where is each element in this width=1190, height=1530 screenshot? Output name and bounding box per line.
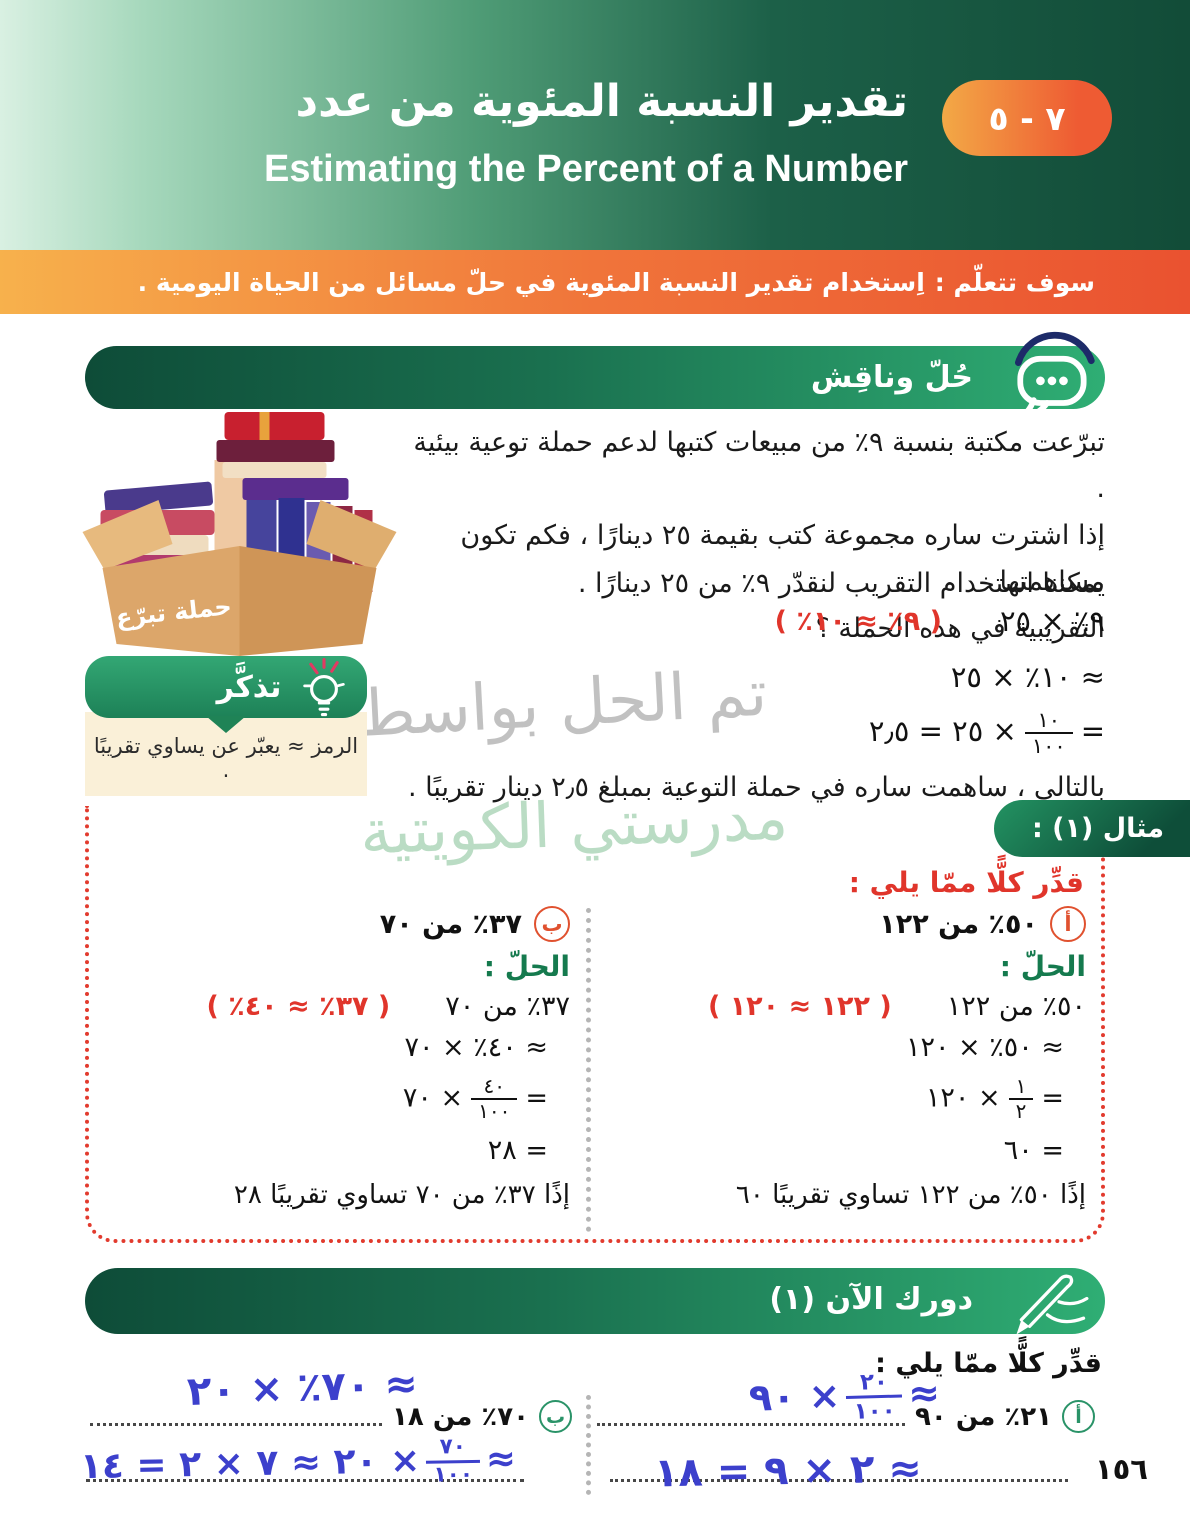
example-part-a: أ ٥٠٪ من ١٢٢ الحلّ : ٥٠٪ من ١٢٢ ( ١٢٢ ≈ …	[608, 906, 1086, 1210]
remember-title: تذكَّر	[216, 669, 282, 705]
part-b-problem-row: ب ٣٧٪ من ٧٠	[100, 906, 570, 942]
problem-paragraph: تبرّعت مكتبة بنسبة ٩٪ من مبيعات كتبها لد…	[405, 420, 1105, 652]
your-turn-part-a-row: أ ٢١٪ من ٩٠	[597, 1400, 1095, 1433]
part-a-label: أ	[1050, 906, 1086, 942]
your-turn-title: دورك الآن (١)	[769, 1282, 973, 1317]
part-b-step-2: ≈ ٤٠٪ × ٧٠	[404, 1032, 548, 1063]
part-b-rounding-note: ( ٣٧٪ ≈ ٤٠٪ )	[206, 991, 391, 1022]
problem-line-1: تبرّعت مكتبة بنسبة ٩٪ من مبيعات كتبها لد…	[413, 427, 1105, 505]
lesson-title-arabic: تقدير النسبة المئوية من عدد	[295, 76, 909, 127]
equation-3-rest: × ٢٥ = ٢٫٥	[868, 714, 1017, 749]
example-box	[85, 806, 1105, 1243]
problem-line-2: إذا اشترت ساره مجموعة كتب بقيمة ٢٥ دينار…	[460, 519, 1105, 598]
example-column-divider	[586, 908, 591, 1232]
your-turn-b-problem: ٧٠٪ من ١٨	[392, 1401, 529, 1432]
objective-label: سوف تتعلّم :	[934, 267, 1095, 297]
remember-header: تذكَّر	[85, 656, 367, 733]
handwritten-answer-a2: ≈ ٢ × ٩ = ١٨	[653, 1445, 923, 1497]
remember-notch	[206, 716, 246, 733]
answer-line[interactable]	[597, 1423, 906, 1426]
rounding-note-1: ( ٩٪ ≈ ١٠٪ )	[774, 605, 942, 637]
handwritten-fraction-20-100: ٢٠ ١٠٠	[846, 1368, 903, 1426]
answer-line[interactable]	[610, 1456, 1068, 1482]
example-part-b: ب ٣٧٪ من ٧٠ الحلّ : ٣٧٪ من ٧٠ ( ٣٧٪ ≈ ٤٠…	[100, 906, 570, 1210]
approach-line: يمكننا استخدام التقريب لنقدّر ٩٪ من ٢٥ د…	[577, 568, 1105, 599]
part-b-conclusion: إذًا ٣٧٪ من ٧٠ تساوي تقريبًا ٢٨	[233, 1180, 570, 1210]
fraction-10-100: ١٠ ١٠٠	[1024, 708, 1073, 758]
your-turn-a-label: أ	[1062, 1400, 1095, 1433]
part-b-step-1: ٣٧٪ من ٧٠ ( ٣٧٪ ≈ ٤٠٪ )	[206, 991, 570, 1022]
handwritten-answer-b1: ≈ ٧٠٪ × ٢٠	[186, 1360, 419, 1416]
part-a-problem-row: أ ٥٠٪ من ١٢٢	[608, 906, 1086, 942]
equation-2: ≈ ١٠٪ × ٢٥	[950, 660, 1105, 694]
lesson-number-badge: ٧ - ٥	[942, 80, 1112, 156]
your-turn-instruction: قدِّر كلًّا ممّا يلي :	[875, 1348, 1102, 1379]
learning-objective-bar: سوف تتعلّم : اِستخدام تقدير النسبة المئو…	[0, 250, 1190, 314]
example-instruction: قدِّر كلًّا ممّا يلي :	[848, 866, 1084, 899]
part-a-problem: ٥٠٪ من ١٢٢	[879, 908, 1038, 940]
part-a-rounding-note: ( ١٢٢ ≈ ١٢٠ )	[707, 991, 892, 1022]
equation-line-2: ≈ ١٠٪ × ٢٥	[951, 660, 1105, 694]
equation-line-1: ٩٪ × ٢٥ ( ٩٪ ≈ ١٠٪ )	[775, 604, 1105, 638]
part-a-solution-label: الحلّ :	[999, 950, 1086, 983]
equation-1: ٩٪ × ٢٥	[999, 604, 1105, 638]
part-b-step-4: = ٢٨	[487, 1135, 548, 1166]
part-b-problem: ٣٧٪ من ٧٠	[379, 908, 522, 940]
page-number: ١٥٦	[1094, 1452, 1148, 1486]
handwritten-fraction-70-100: ٧٠ ١٠٠	[426, 1434, 481, 1489]
example-badge: مثال (١) :	[994, 800, 1190, 857]
solve-discuss-section-bar: حُلّ وناقِش	[85, 331, 1105, 423]
objective-text: اِستخدام تقدير النسبة المئوية في حلّ مسا…	[137, 267, 925, 297]
part-a-step-3: = ١ ٢ × ١٢٠	[925, 1074, 1064, 1123]
problem-line-3: التقريبية في هذه الحملة ؟	[815, 612, 1105, 644]
equals-sign: =	[1080, 714, 1105, 749]
your-turn-part-b-row: ب ٧٠٪ من ١٨	[90, 1400, 572, 1433]
part-b-solution-label: الحلّ :	[483, 950, 570, 983]
lesson-title-english: Estimating the Percent of a Number	[263, 148, 908, 190]
lesson-header: ٧ - ٥ تقدير النسبة المئوية من عدد Estima…	[0, 0, 1190, 250]
donation-box-illustration: حملة تبرّع	[72, 398, 407, 660]
lightbulb-icon	[295, 658, 353, 724]
part-b-label: ب	[534, 906, 570, 942]
handwritten-answer-a1: ≈٢٠ ١٠٠ × ٩٠	[748, 1368, 941, 1426]
part-a-step-1: ٥٠٪ من ١٢٢ ( ١٢٢ ≈ ١٢٠ )	[707, 991, 1086, 1022]
your-turn-b-label: ب	[539, 1400, 572, 1433]
fraction-40-100: ٤٠ ١٠٠	[471, 1075, 518, 1123]
watermark-solved-by: تم الحل بواسطة	[328, 656, 769, 754]
answer-line[interactable]	[90, 1423, 383, 1426]
your-turn-a-problem: ٢١٪ من ٩٠	[915, 1401, 1052, 1432]
your-turn-column-divider	[586, 1395, 591, 1495]
part-a-step-4: = ٦٠	[1003, 1135, 1064, 1166]
handwritten-answer-b2: ≈٧٠ ١٠٠ × ٢٠ ≈ ٧ × ٢ = ١٤	[79, 1434, 517, 1489]
remember-box: تذكَّر الرمز ≈ يعبّر عن يساوي تقريبًا .	[85, 656, 367, 796]
equation-line-3: = ١٠ ١٠٠ × ٢٥ = ٢٫٥	[869, 708, 1105, 758]
part-a-conclusion: إذًا ٥٠٪ من ١٢٢ تساوي تقريبًا ٦٠	[735, 1180, 1086, 1210]
your-turn-section-bar: دورك الآن (١)	[85, 1268, 1105, 1335]
answer-line[interactable]	[86, 1456, 524, 1482]
part-a-step-2: ≈ ٥٠٪ × ١٢٠	[905, 1032, 1064, 1063]
speech-bubble-icon	[1003, 330, 1099, 430]
solution-conclusion: بالتالي ، ساهمت ساره في حملة التوعية بمب…	[408, 772, 1105, 803]
writing-hand-icon	[1005, 1264, 1095, 1342]
part-b-step-3: = ٤٠ ١٠٠ × ٧٠	[402, 1074, 548, 1123]
solve-discuss-title: حُلّ وناقِش	[810, 360, 973, 395]
